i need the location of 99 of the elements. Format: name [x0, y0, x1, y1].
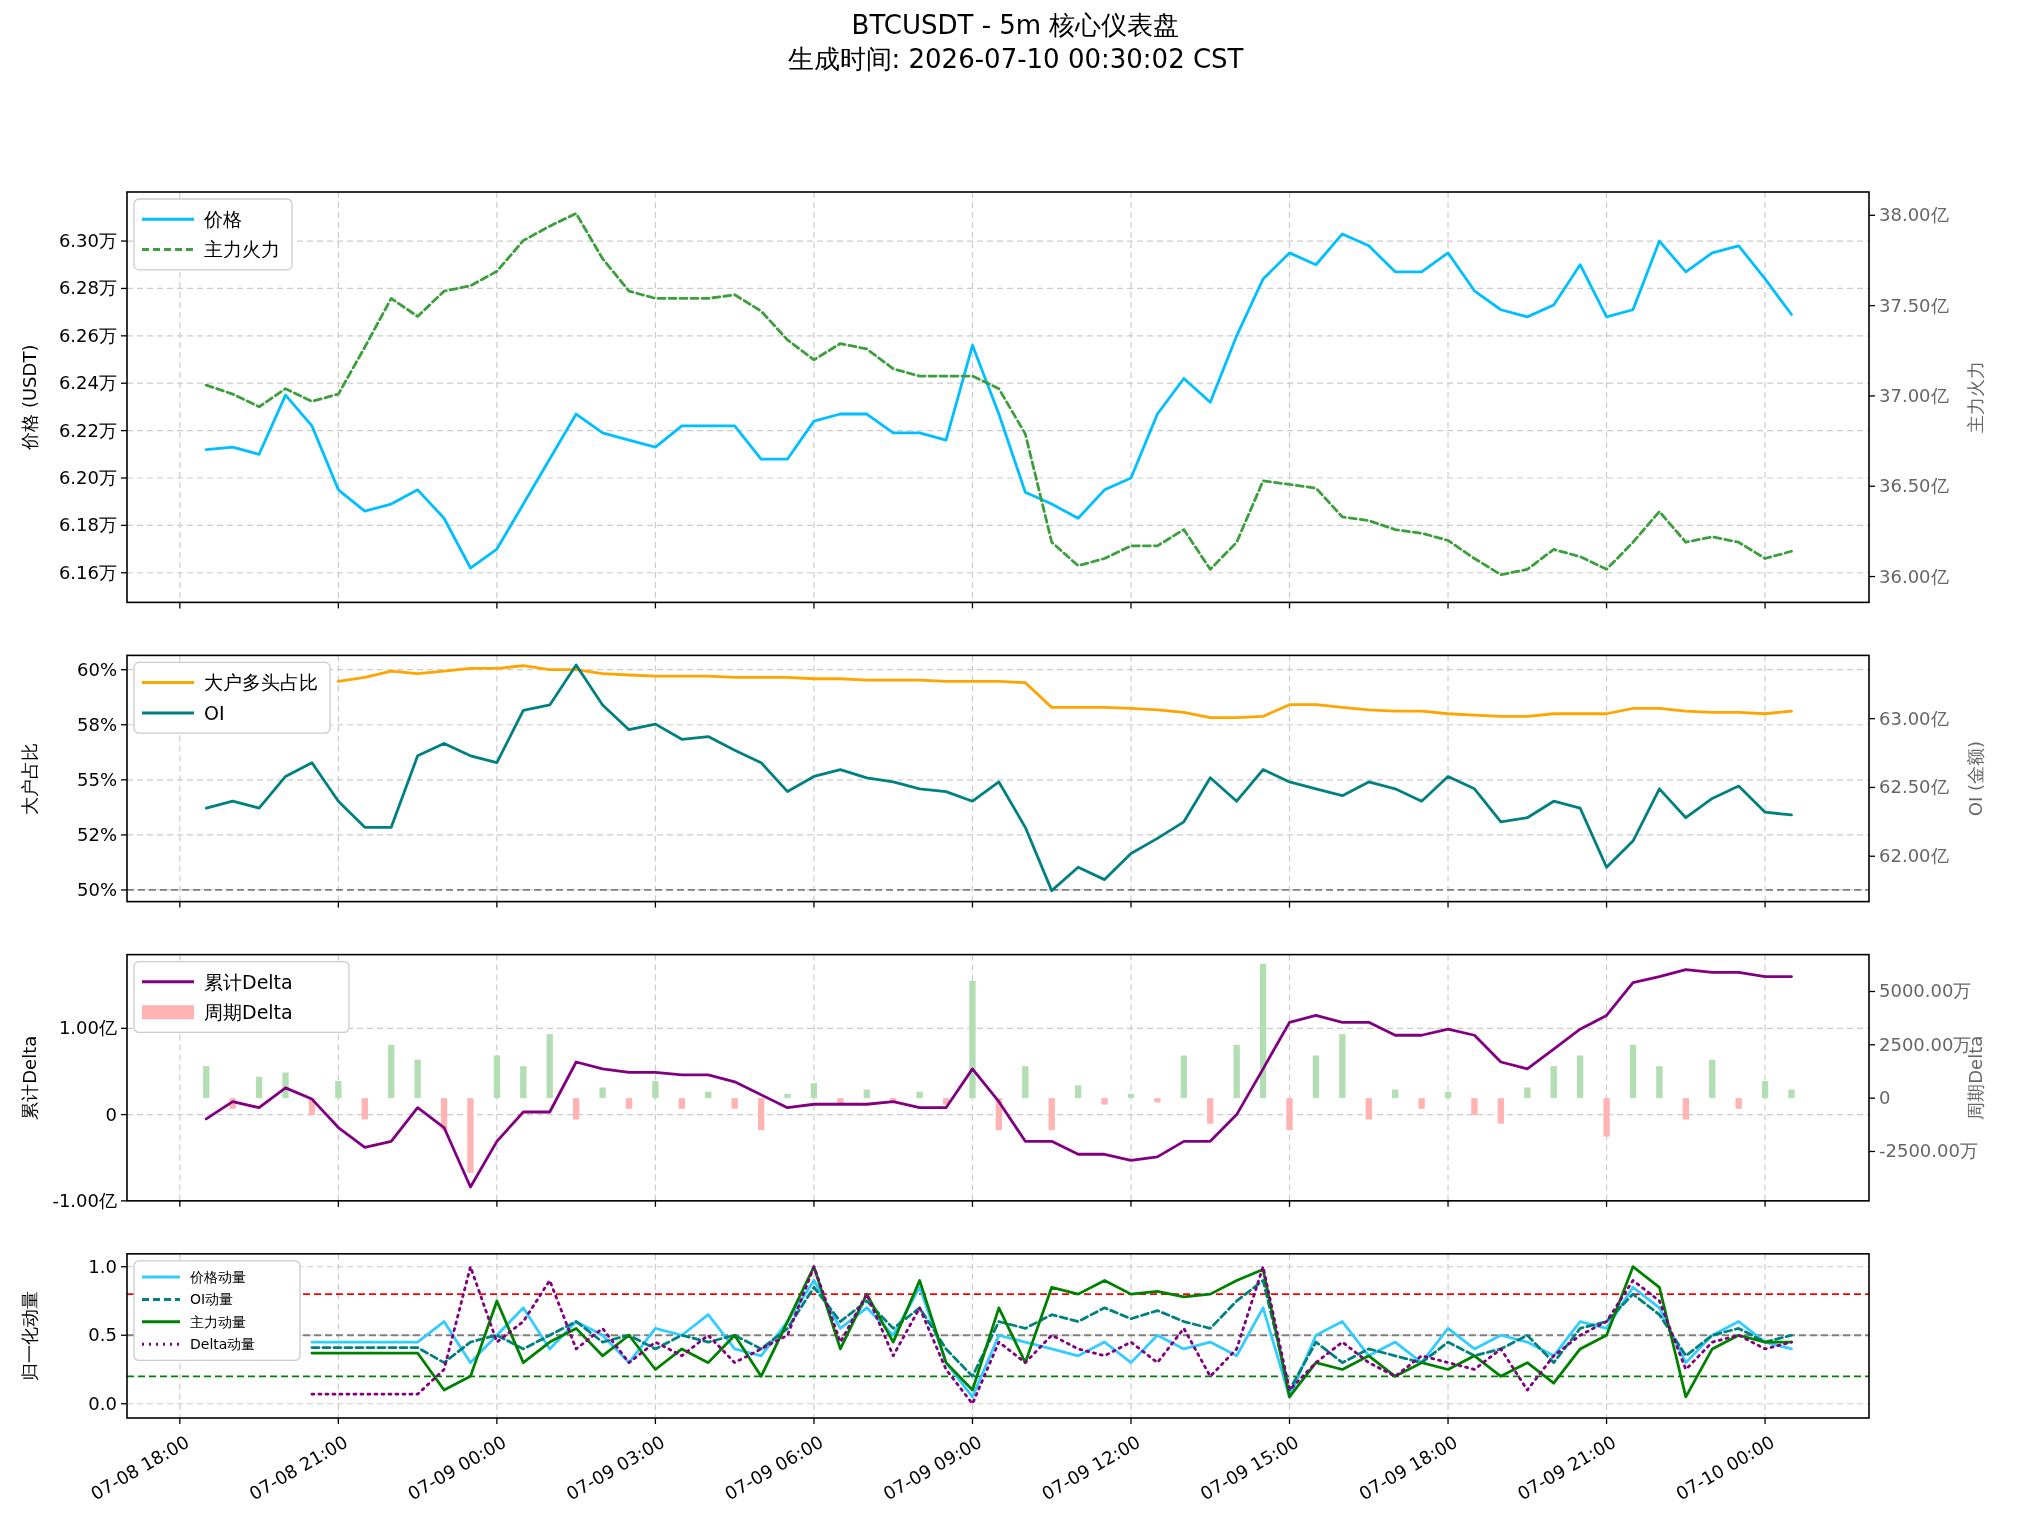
bar: [520, 1066, 527, 1099]
y2-tick-label: 63.00亿: [1879, 707, 1949, 729]
bar: [1207, 1098, 1214, 1124]
y-axis-title: 大户占比: [19, 742, 40, 815]
y2-tick-label: 62.00亿: [1879, 845, 1949, 867]
y-tick-label: -1.00亿: [52, 1189, 117, 1211]
y-tick-label: 0: [105, 1103, 117, 1125]
bar: [757, 1098, 765, 1131]
bar: [678, 1098, 685, 1109]
bar: [1048, 1098, 1055, 1131]
legend-label: 主力火力: [204, 238, 280, 261]
bar: [1603, 1098, 1610, 1137]
y2-axis-title: OI (金额): [1965, 740, 1986, 817]
line-series: [204, 968, 1793, 1189]
y-tick-label: 6.16万: [58, 561, 117, 583]
bar: [1180, 1055, 1187, 1099]
legend-label: Delta动量: [190, 1336, 256, 1353]
bar: [1471, 1098, 1478, 1116]
bar: [493, 1055, 501, 1099]
y-tick-label: 0.0: [88, 1392, 117, 1414]
y-tick-label: 50%: [76, 878, 117, 900]
bar: [1022, 1066, 1029, 1099]
chart-title: BTCUSDT - 5m 核心仪表盘: [851, 10, 1180, 40]
bar: [1497, 1098, 1505, 1124]
y-tick-label: 52%: [76, 823, 117, 845]
bar: [414, 1059, 421, 1099]
y-tick-label: 1.00亿: [58, 1017, 117, 1039]
legend-label: 主力动量: [190, 1313, 246, 1330]
bar: [1709, 1059, 1716, 1099]
y-tick-label: 6.30万: [58, 230, 117, 252]
bar: [255, 1076, 263, 1099]
bar: [546, 1034, 553, 1099]
y-axis-title: 价格 (USDT): [19, 344, 40, 451]
bar: [572, 1098, 580, 1120]
bar: [1788, 1089, 1795, 1099]
bar: [784, 1093, 791, 1099]
legend-label: 累计Delta: [204, 970, 293, 993]
y-tick-label: 6.22万: [58, 419, 117, 441]
y2-tick-label: -2500.00万: [1879, 1140, 1978, 1162]
y-axis-title: 累计Delta: [19, 1035, 40, 1120]
bar: [1074, 1085, 1082, 1099]
legend-label: 价格: [203, 208, 242, 231]
bar: [1154, 1098, 1161, 1103]
y2-tick-label: 0: [1879, 1087, 1891, 1109]
bar: [810, 1083, 818, 1099]
y-axis-title: 归一化动量: [19, 1290, 40, 1381]
bar: [1101, 1098, 1108, 1105]
bar: [1550, 1066, 1557, 1099]
bar: [1629, 1044, 1637, 1099]
bar: [1339, 1034, 1346, 1099]
bar: [731, 1098, 738, 1109]
y-tick-label: 55%: [76, 768, 117, 790]
bar: [969, 980, 976, 1099]
legend-label: OI: [204, 701, 225, 724]
bar: [652, 1081, 659, 1099]
bar: [467, 1098, 474, 1173]
legend-label: OI动量: [190, 1291, 234, 1308]
bar: [388, 1044, 395, 1099]
y-tick-label: 6.24万: [58, 372, 117, 394]
bar: [1365, 1098, 1372, 1120]
line-series: [204, 663, 1793, 893]
y2-axis-title: 主力火力: [1965, 361, 1986, 434]
y2-tick-label: 36.50亿: [1879, 475, 1949, 497]
bar: [1418, 1098, 1425, 1109]
y-tick-label: 1.0: [88, 1255, 117, 1277]
bar: [1682, 1098, 1689, 1120]
bar: [916, 1091, 923, 1099]
bar: [1259, 963, 1267, 1099]
y2-tick-label: 37.50亿: [1879, 294, 1949, 316]
bar: [1576, 1055, 1584, 1099]
line-series: [336, 664, 1793, 720]
bar: [1286, 1098, 1293, 1131]
legend-label: 周期Delta: [204, 1001, 293, 1024]
bar: [361, 1098, 368, 1120]
legend-label: 大户多头占比: [204, 671, 318, 694]
chart-subtitle: 生成时间: 2026-07-10 00:30:02 CST: [787, 44, 1244, 74]
bar: [1735, 1098, 1742, 1109]
bar: [335, 1081, 342, 1099]
bar: [1761, 1081, 1769, 1099]
y2-tick-label: 38.00亿: [1879, 204, 1949, 226]
bar: [1312, 1055, 1320, 1099]
y2-tick-label: 62.50亿: [1879, 776, 1949, 798]
legend-label: 价格动量: [189, 1269, 246, 1286]
bar: [203, 1066, 210, 1099]
y-tick-label: 60%: [76, 658, 117, 680]
y-tick-label: 6.18万: [58, 514, 117, 536]
y-tick-label: 6.28万: [58, 277, 117, 299]
bar: [1233, 1044, 1240, 1099]
y-tick-label: 6.26万: [58, 324, 117, 346]
y2-tick-label: 37.00亿: [1879, 384, 1949, 406]
y-tick-label: 0.5: [88, 1324, 117, 1346]
y2-tick-label: 5000.00万: [1879, 980, 1972, 1002]
y2-tick-label: 36.00亿: [1879, 565, 1949, 587]
y-tick-label: 6.20万: [58, 466, 117, 488]
bar: [1656, 1066, 1663, 1099]
y-tick-label: 58%: [76, 713, 117, 735]
bar: [625, 1098, 633, 1109]
bar: [599, 1087, 606, 1099]
bar: [1524, 1087, 1531, 1099]
